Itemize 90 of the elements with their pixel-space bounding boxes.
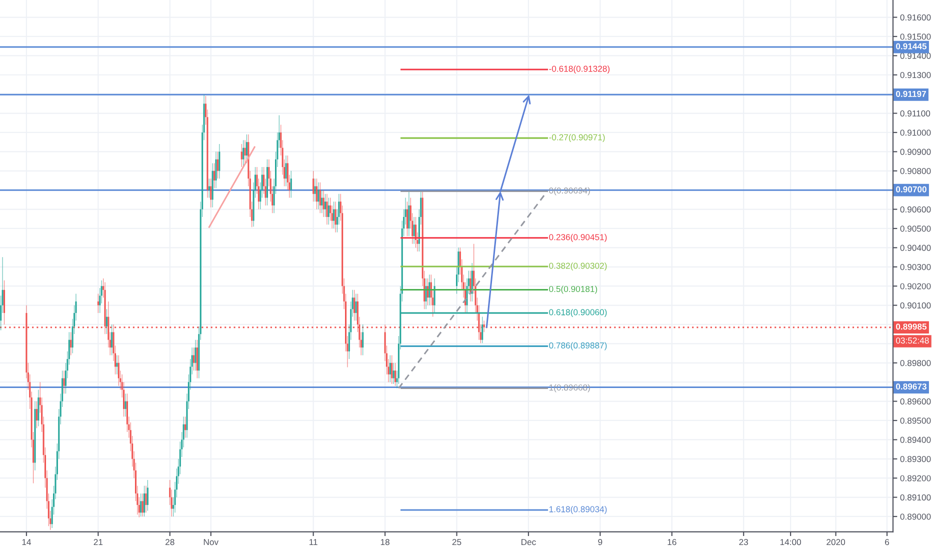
candlestick [285,155,287,187]
x-tick-label: 16 [668,539,676,546]
y-tick-label: 0.90400 [900,244,931,251]
ref-line-label: 0.89673 [896,383,926,390]
y-tick-label: 0.90800 [900,168,931,174]
series-label: 0.786(0.89887) [549,342,607,350]
y-tick-label: 0.91400 [900,52,931,59]
candlestick [328,197,330,225]
y-tick-label: 0.89500 [900,418,931,424]
y-tick-label: 0.91300 [900,72,931,78]
candlestick [97,293,99,314]
candlestick [391,354,393,384]
series-label: -0.27(0.90971) [549,134,605,142]
y-tick-label: 0.89000 [900,514,931,520]
y-tick-label: 0.91000 [900,130,931,136]
series-label: 0.382(0.90302) [549,262,607,271]
candlestick [318,182,320,210]
candlestick [118,354,120,386]
series-label: 1.618(0.89034) [549,506,607,514]
candlestick [184,416,186,438]
y-tick-label: 0.90100 [900,302,931,308]
y-tick-label: 0.90500 [900,226,931,232]
candlestick [319,182,321,214]
series-label: 0.618(0.90060) [549,308,607,317]
x-tick-label: 25 [452,539,462,546]
y-tick-label: 0.91100 [900,110,930,116]
x-tick-label: 14 [22,539,32,546]
x-tick-label: 28 [166,539,174,546]
candlestick [140,493,142,517]
y-tick-label: 0.89800 [900,360,931,366]
candlestick [124,393,126,417]
x-tick-label: 14:00 [780,539,801,546]
y-tick-label: 0.90600 [900,206,931,212]
ref-line-label: 0.91197 [896,90,926,97]
candlestick [4,280,6,325]
ref-line-label: 0.91445 [896,43,927,50]
candlestick [362,324,364,356]
x-tick-label: 9 [598,539,602,546]
x-tick-label: 11 [310,539,318,546]
x-tick-label: 18 [380,539,390,546]
candlestick [392,362,394,384]
x-tick-label: 2020 [826,539,846,546]
y-tick-label: 0.89600 [900,398,931,404]
candlestick [355,293,357,321]
text: 03:52:48 [896,337,929,344]
candlestick [63,370,65,394]
candlestick [425,278,427,310]
candlestick [333,201,335,229]
y-tick-label: 0.90300 [900,264,931,270]
y-tick-label: 0.89100 [900,494,931,500]
candlestick [312,170,314,202]
x-tick-label: 21 [94,539,103,546]
series-label: 0.236(0.90451) [549,234,607,242]
candlestick [314,178,316,202]
candlestick [242,140,244,168]
y-tick-label: 0.91500 [900,34,931,40]
candlestick [146,480,148,512]
ref-line-label: 0.90700 [896,186,926,192]
x-tick-label: 6 [885,539,890,546]
x-tick-label: Dec [522,539,536,546]
candlestick [483,320,485,332]
series-label: -0.618(0.91328) [549,65,610,74]
y-tick-label: 0.90900 [900,148,931,155]
candlestick [413,216,415,244]
candlestick [354,290,356,321]
x-tick-label: Nov [204,539,218,546]
candlestick [208,178,210,198]
ref-line-label: 0.89985 [896,324,927,330]
candlestick [111,324,113,356]
y-tick-label: 0.91600 [900,14,931,20]
candlestick [240,144,242,168]
candlestick [389,354,391,382]
candlestick [145,485,147,513]
candlestick [70,332,72,356]
candlestick [321,190,323,214]
y-tick-label: 0.89200 [900,475,931,482]
candlestick [218,144,220,179]
candlestick [210,178,212,208]
candlestick [326,194,328,225]
candlestick [216,151,218,179]
x-tick-label: 23 [739,539,748,546]
candlestick [193,347,195,371]
y-tick-label: 0.90200 [900,283,931,290]
y-tick-label: 0.89300 [900,456,931,462]
series-label: 0.5(0.90181) [549,286,598,294]
candlestick [322,190,324,218]
candlestick [408,190,410,236]
candlestick [334,201,336,233]
y-tick-label: 0.89400 [900,436,931,443]
candlestick [290,170,292,198]
